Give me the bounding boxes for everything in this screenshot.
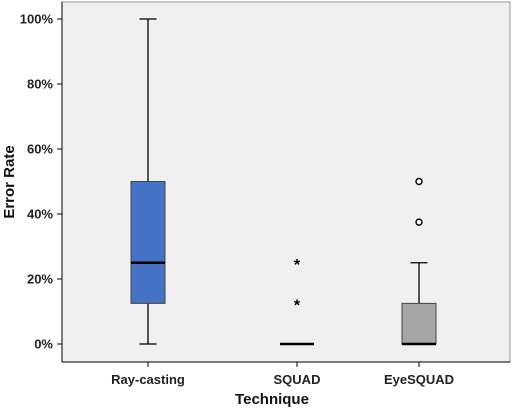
box-3 <box>401 177 437 346</box>
y-axis-title: Error Rate <box>1 145 18 218</box>
x-tick-label: Ray-casting <box>111 372 185 387</box>
y-tick-label: 80% <box>27 77 53 92</box>
x-axis: Ray-casting SQUAD EyeSQUAD <box>62 361 510 387</box>
plot-area <box>61 1 511 363</box>
box-2: ** <box>280 257 314 346</box>
extreme-point: * <box>294 297 301 314</box>
y-tick-label: 100% <box>20 12 54 27</box>
x-tick-label: EyeSQUAD <box>384 372 454 387</box>
outlier-point <box>415 177 423 186</box>
y-tick-label: 20% <box>27 272 53 287</box>
box-iqr <box>401 302 437 345</box>
extreme-point: * <box>294 257 301 274</box>
boxes-layer: ** <box>130 18 437 346</box>
y-axis: 0% 20% 40% 60% 80% 100% <box>20 2 63 362</box>
y-tick-label: 40% <box>27 207 53 222</box>
x-tick-label: SQUAD <box>274 372 321 387</box>
outlier-point <box>415 218 423 226</box>
box-iqr <box>130 181 166 304</box>
y-tick-label: 0% <box>34 337 53 352</box>
box-1 <box>130 18 166 345</box>
x-axis-title: Technique <box>235 391 309 408</box>
y-tick-label: 60% <box>27 142 53 157</box>
